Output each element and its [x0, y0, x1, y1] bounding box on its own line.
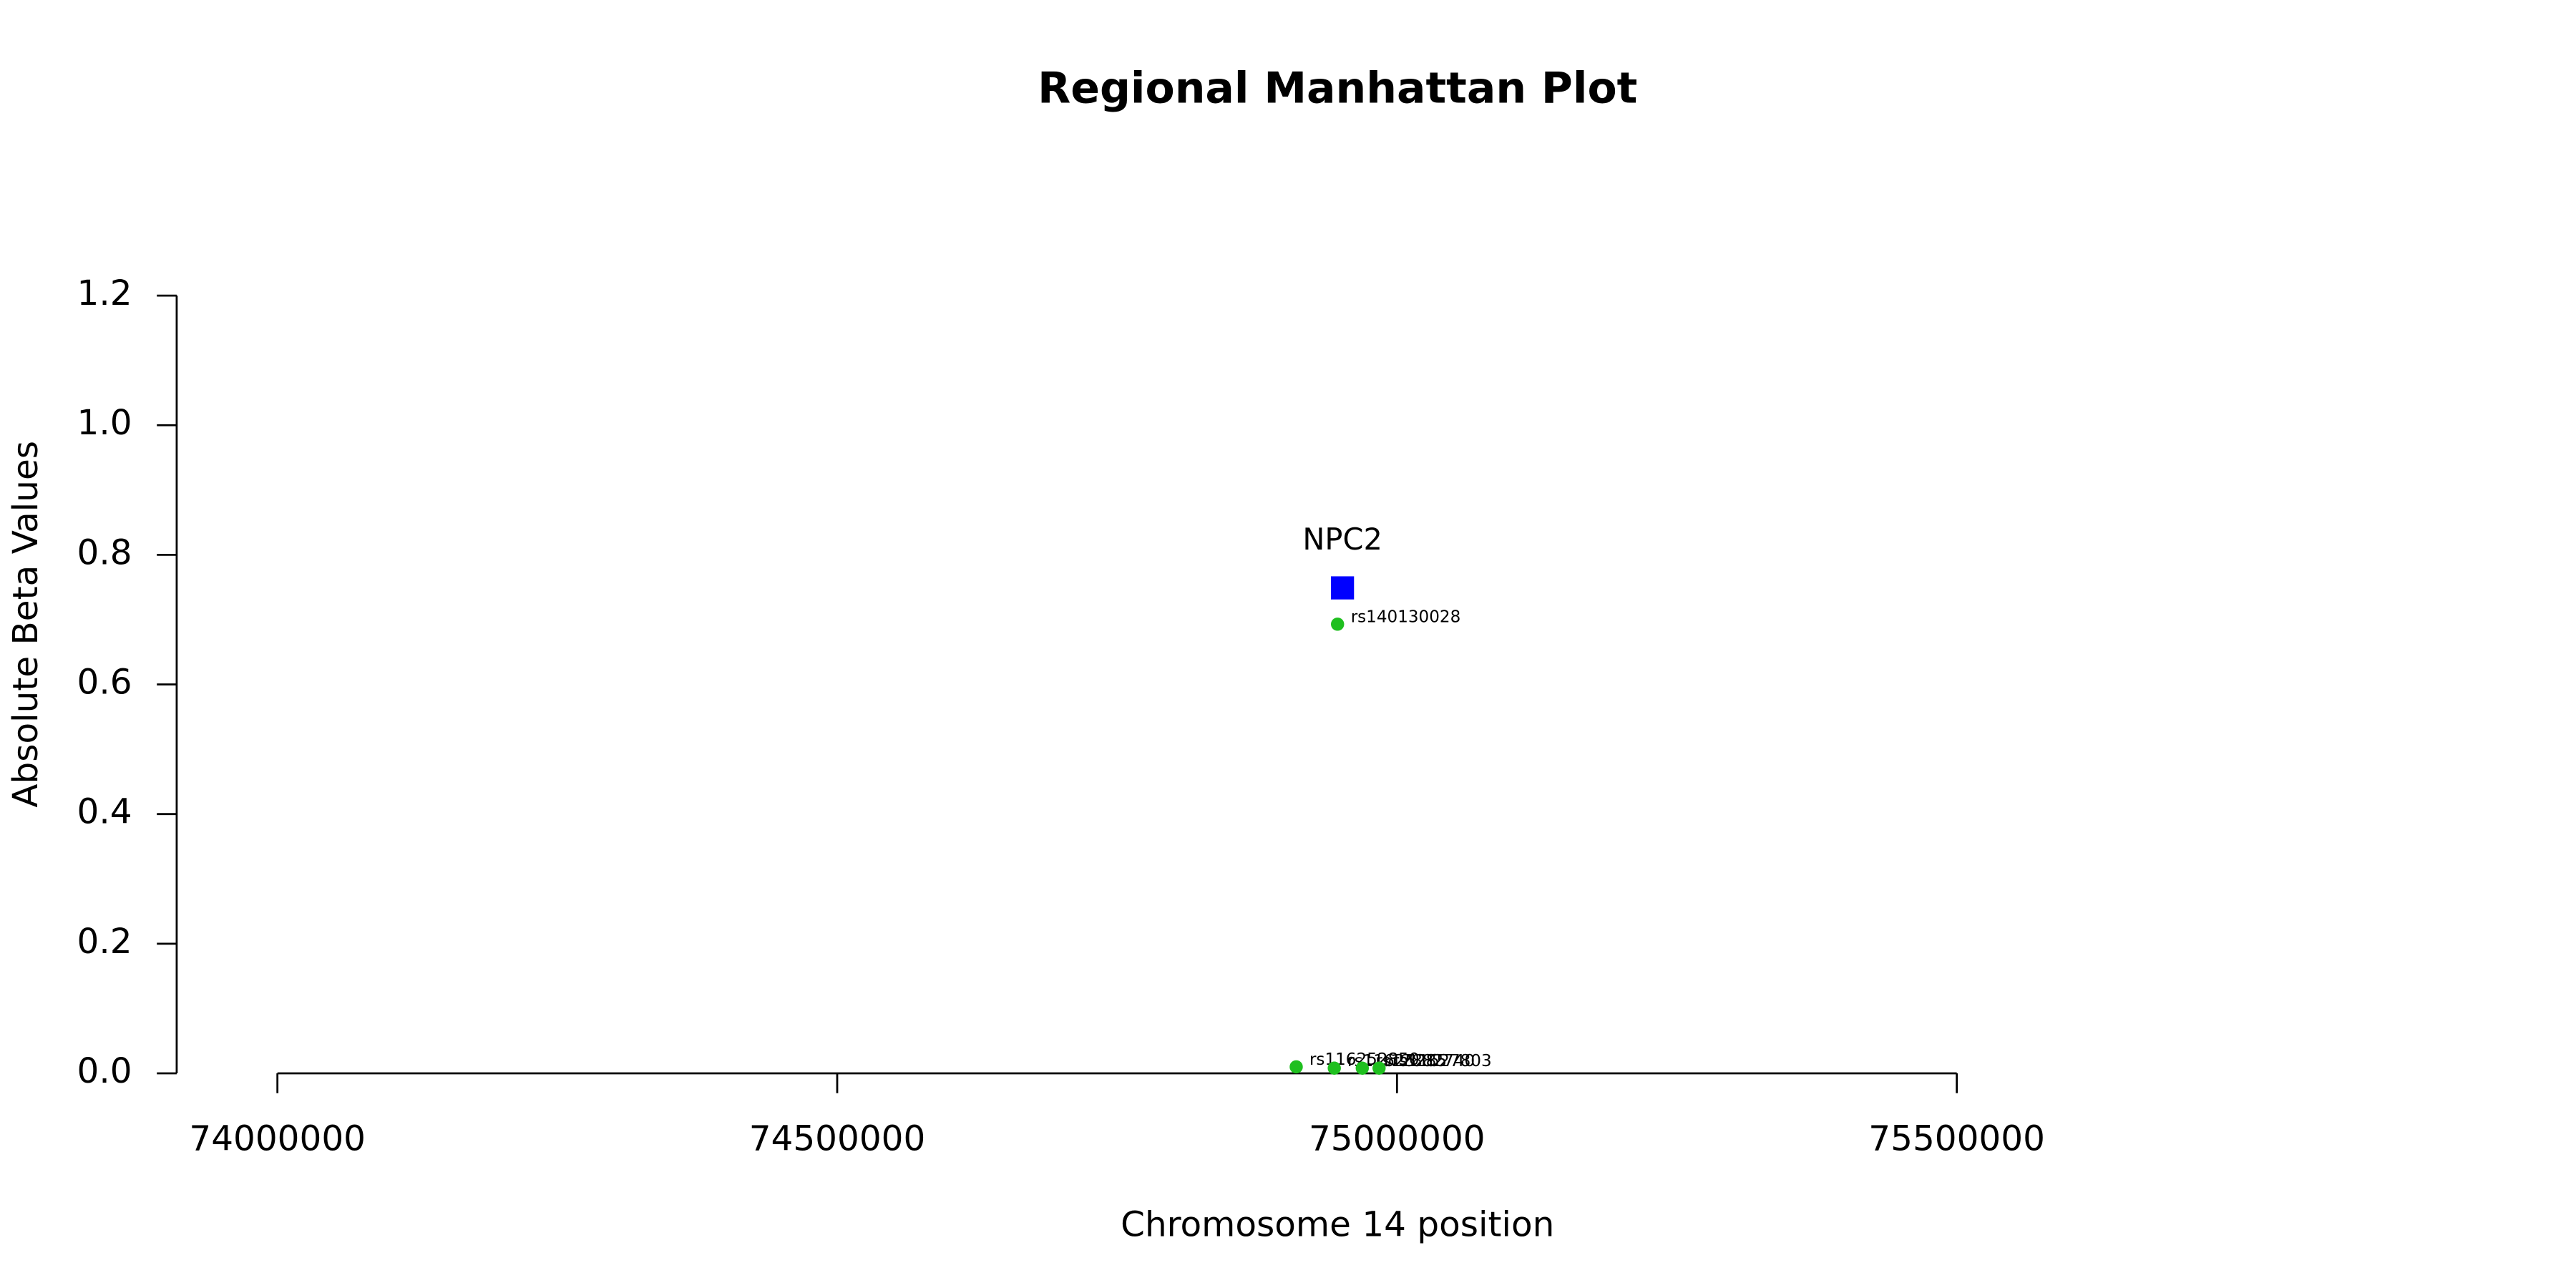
y-tick-label: 0.8 — [77, 532, 132, 572]
snp-point — [1355, 1061, 1370, 1075]
snp-label: rs11627803 — [1392, 1052, 1492, 1070]
snp-label: rs12882740 — [1375, 1052, 1475, 1070]
y-tick-label: 1.2 — [77, 273, 132, 313]
y-tick-label: 0.4 — [77, 792, 132, 832]
gene-marker — [1330, 576, 1355, 600]
snp-point — [1372, 1061, 1386, 1075]
y-axis-label: Absolute Beta Values — [6, 441, 46, 808]
snp-point — [1330, 618, 1345, 631]
x-axis-label: Chromosome 14 position — [1121, 1205, 1554, 1245]
y-tick-label: 1.0 — [77, 403, 132, 443]
x-tick-label: 74500000 — [749, 1119, 926, 1159]
snp-label: rs140130028 — [1351, 608, 1461, 627]
y-tick-label: 0.6 — [77, 663, 132, 703]
snp-point — [1327, 1061, 1341, 1075]
x-tick-label: 74000000 — [189, 1119, 366, 1159]
x-tick-label: 75500000 — [1868, 1119, 2045, 1159]
gene-label: NPC2 — [1302, 522, 1382, 557]
x-tick-label: 75000000 — [1309, 1119, 1485, 1159]
snp-point — [1289, 1060, 1303, 1074]
y-tick-label: 0.2 — [77, 922, 132, 962]
y-tick-label: 0.0 — [77, 1051, 132, 1091]
chart-title: Regional Manhattan Plot — [1038, 64, 1637, 114]
